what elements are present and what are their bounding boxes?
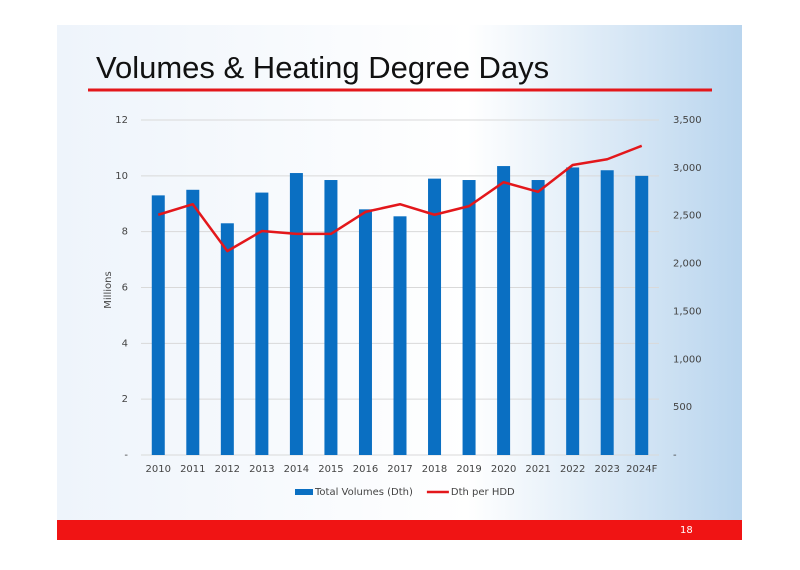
x-tick-label: 2014 bbox=[284, 464, 309, 475]
y2-tick-label: 2,500 bbox=[673, 211, 702, 222]
bar bbox=[531, 180, 545, 456]
x-tick-label: 2024F bbox=[626, 464, 657, 475]
y2-tick-label: 1,000 bbox=[673, 354, 702, 365]
y2-tick-label: 500 bbox=[673, 402, 692, 413]
y2-tick-label: 3,000 bbox=[673, 163, 702, 174]
x-tick-label: 2012 bbox=[215, 464, 240, 475]
x-tick-label: 2011 bbox=[180, 464, 205, 475]
bar bbox=[497, 166, 511, 455]
x-tick-label: 2010 bbox=[146, 464, 171, 475]
y-tick-label: 10 bbox=[115, 171, 128, 182]
bar bbox=[635, 175, 649, 456]
y-tick-label: 12 bbox=[115, 115, 128, 126]
bar bbox=[255, 192, 269, 456]
y-tick-label: 4 bbox=[122, 338, 128, 349]
y-tick-label: 6 bbox=[122, 283, 128, 294]
y2-tick-label: 1,500 bbox=[673, 306, 702, 317]
slide-title: Volumes & Heating Degree Days bbox=[96, 50, 549, 85]
bar bbox=[151, 195, 165, 455]
x-tick-label: 2017 bbox=[387, 464, 412, 475]
y-tick-label: 8 bbox=[122, 227, 128, 238]
x-tick-label: 2022 bbox=[560, 464, 585, 475]
line bbox=[157, 144, 643, 253]
bar bbox=[324, 180, 338, 456]
y2-tick-label: - bbox=[673, 450, 677, 461]
bar bbox=[186, 189, 200, 455]
legend-label: Total Volumes (Dth) bbox=[314, 487, 413, 498]
x-tick-label: 2021 bbox=[525, 464, 550, 475]
y2-tick-label: 2,000 bbox=[673, 259, 702, 270]
footer-bar bbox=[57, 520, 742, 540]
bar bbox=[358, 209, 372, 455]
bar bbox=[289, 173, 303, 455]
x-tick-label: 2015 bbox=[318, 464, 343, 475]
x-tick-label: 2023 bbox=[594, 464, 619, 475]
y-tick-label: 2 bbox=[122, 394, 128, 405]
y-axis-label: Millions bbox=[103, 271, 114, 308]
x-tick-label: 2013 bbox=[249, 464, 274, 475]
bar bbox=[428, 178, 442, 455]
x-tick-label: 2018 bbox=[422, 464, 447, 475]
bar bbox=[220, 223, 234, 455]
legend-swatch bbox=[295, 489, 313, 495]
y-tick-label: - bbox=[124, 450, 128, 461]
bar bbox=[566, 167, 580, 456]
bar bbox=[600, 170, 614, 455]
page-number: 18 bbox=[680, 525, 693, 536]
x-tick-label: 2016 bbox=[353, 464, 378, 475]
x-tick-label: 2020 bbox=[491, 464, 516, 475]
bar bbox=[393, 216, 407, 455]
legend-label: Dth per HDD bbox=[451, 487, 515, 498]
bar bbox=[462, 180, 476, 456]
y2-tick-label: 3,500 bbox=[673, 115, 702, 126]
x-tick-label: 2019 bbox=[456, 464, 481, 475]
